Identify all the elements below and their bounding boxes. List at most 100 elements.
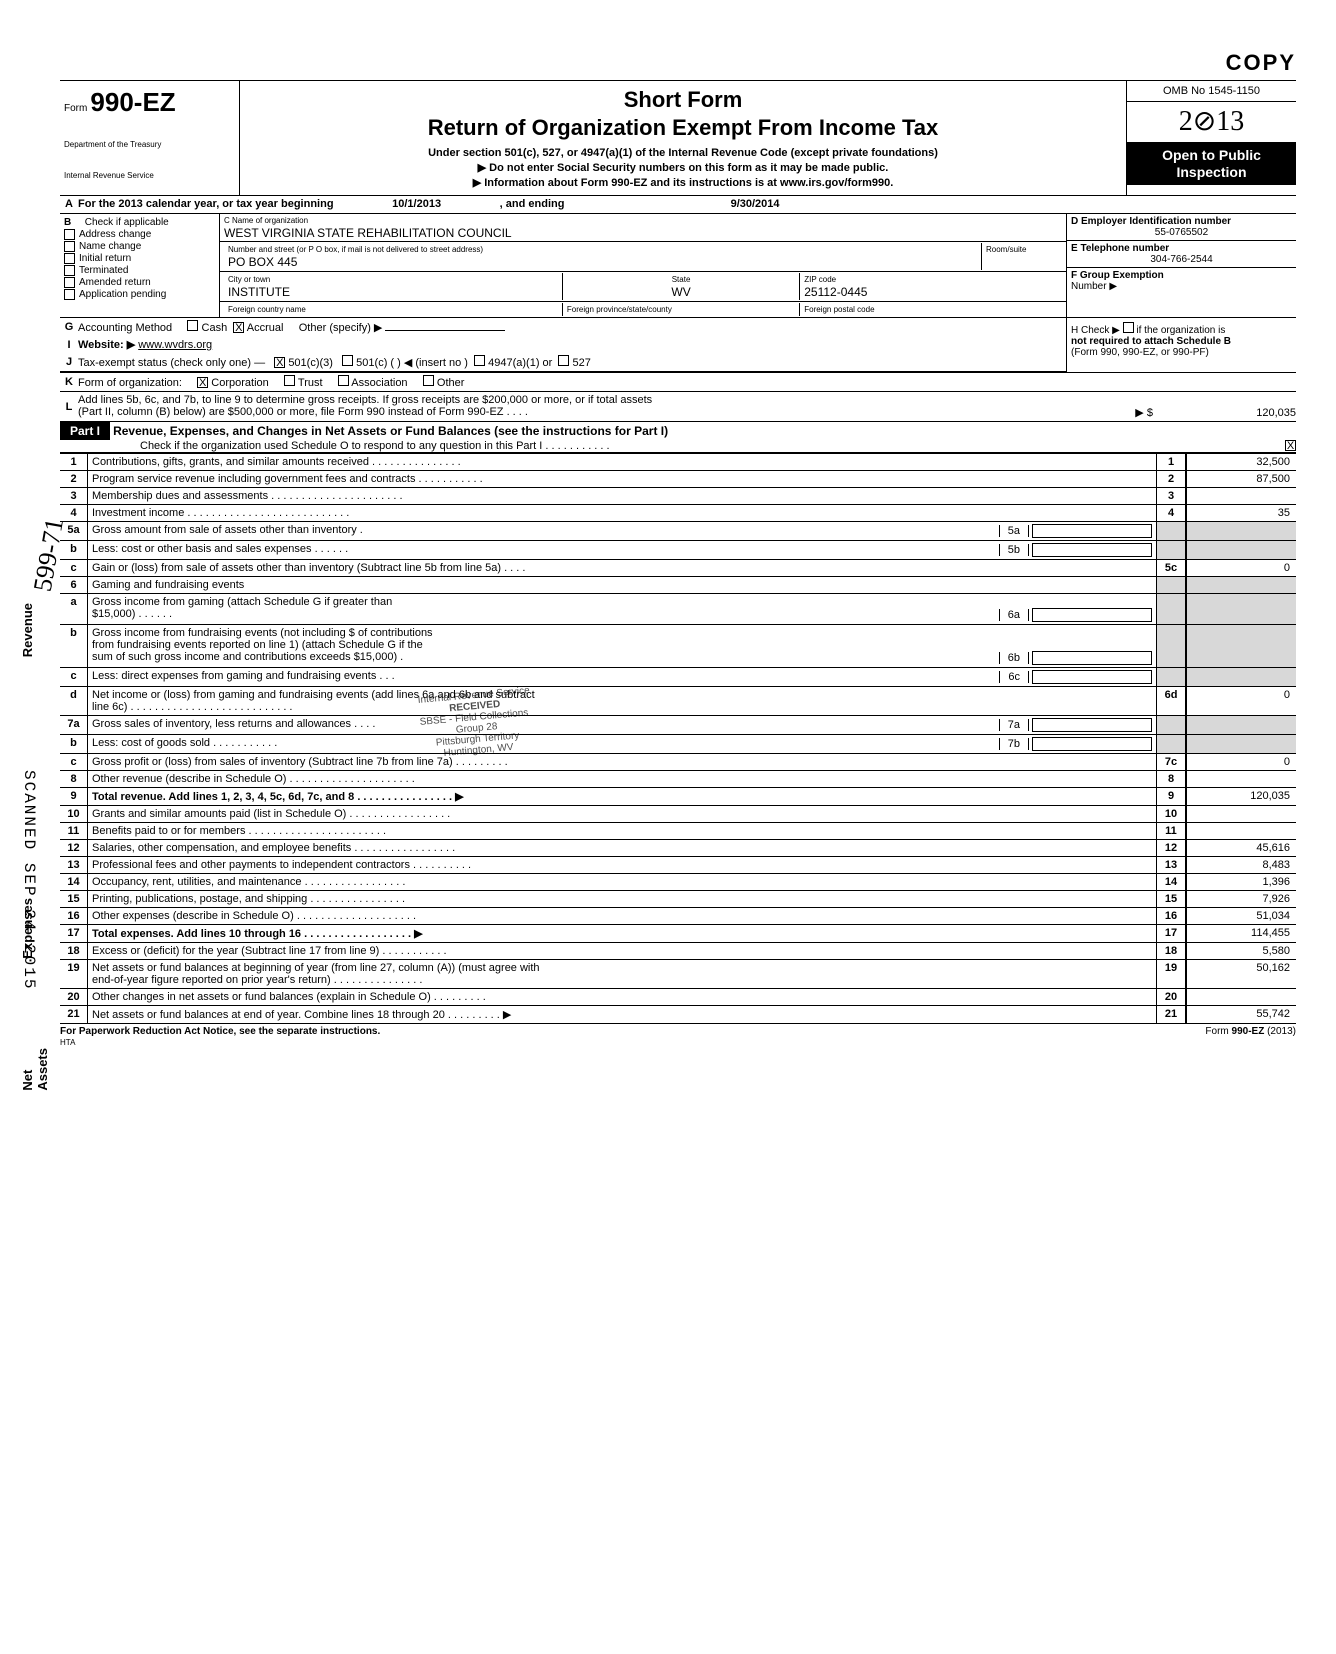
line-5c-amt: 0 (1186, 559, 1296, 576)
part-1-check-text: Check if the organization used Schedule … (60, 440, 610, 452)
line-6d-num: d (60, 686, 88, 715)
tax-exempt-label: Tax-exempt status (check only one) — (78, 357, 265, 369)
foreign-prov-label: Foreign province/state/county (567, 305, 672, 314)
form-of-org: Form of organization: (78, 377, 182, 389)
chk-amended[interactable] (64, 277, 75, 288)
line-1-box: 1 (1156, 453, 1186, 470)
chk-corporation[interactable]: X (197, 377, 208, 388)
l-text1: Add lines 5b, 6c, and 7b, to line 9 to d… (78, 394, 652, 406)
line-9-amt: 120,035 (1186, 787, 1296, 805)
line-16-desc: Other expenses (describe in Schedule O) … (88, 907, 1156, 924)
chk-address-change[interactable] (64, 229, 75, 240)
line-5a-box (1156, 521, 1186, 540)
chk-527[interactable] (558, 355, 569, 366)
line-13-box: 13 (1156, 856, 1186, 873)
line-3-desc: Membership dues and assessments . . . . … (88, 487, 1156, 504)
chk-trust[interactable] (284, 375, 295, 386)
line-8-desc: Other revenue (describe in Schedule O) .… (88, 770, 1156, 787)
chk-app-pending[interactable] (64, 289, 75, 300)
h-check: H Check ▶ (1071, 325, 1120, 336)
line-6c-val[interactable] (1032, 670, 1152, 684)
chk-other-org[interactable] (423, 375, 434, 386)
line-13-desc: Professional fees and other payments to … (88, 856, 1156, 873)
chk-501c3[interactable]: X (274, 357, 285, 368)
chk-initial-return[interactable] (64, 253, 75, 264)
label-l: L (60, 401, 78, 413)
chk-schedule-o[interactable]: X (1285, 440, 1296, 451)
e-label: E Telephone number (1071, 243, 1169, 254)
line-6c-box (1156, 667, 1186, 686)
line-6a-val[interactable] (1032, 608, 1152, 622)
line-6c-num: c (60, 667, 88, 686)
line-5a-ib: 5a (999, 525, 1029, 537)
line-5c-num: c (60, 559, 88, 576)
line-2-desc: Program service revenue including govern… (88, 470, 1156, 487)
line-6d-box: 6d (1156, 686, 1186, 715)
col-b: B Check if applicable Address change Nam… (60, 214, 220, 317)
chk-cash[interactable] (187, 320, 198, 331)
line-6b-amt (1186, 624, 1296, 667)
line-9-box: 9 (1156, 787, 1186, 805)
line-5b-ib: 5b (999, 544, 1029, 556)
line-14-box: 14 (1156, 873, 1186, 890)
state-value: WV (671, 285, 690, 299)
line-7a-box (1156, 715, 1186, 734)
line-6a-ib: 6a (999, 609, 1029, 621)
f-label: F Group Exemption (1071, 270, 1164, 281)
website-label: Website: ▶ (78, 339, 135, 351)
line-6a-desc: Gross income from gaming (attach Schedul… (88, 593, 1156, 624)
foreign-postal-label: Foreign postal code (804, 305, 874, 314)
room-label: Room/suite (986, 245, 1026, 254)
org-name: WEST VIRGINIA STATE REHABILITATION COUNC… (224, 226, 512, 240)
d-label: D Employer Identification number (1071, 216, 1231, 227)
chk-accrual[interactable]: X (233, 322, 244, 333)
line-7c-amt: 0 (1186, 753, 1296, 770)
l-arrow: ▶ $ (1135, 407, 1153, 419)
line-7b-val[interactable] (1032, 737, 1152, 751)
copy-label: COPY (60, 50, 1296, 76)
line-6b-num: b (60, 624, 88, 667)
side-revenue: Revenue (20, 603, 35, 657)
chk-4947[interactable] (474, 355, 485, 366)
line-17-box: 17 (1156, 924, 1186, 942)
lbl-trust: Trust (298, 377, 323, 389)
line-1-amt: 32,500 (1186, 453, 1296, 470)
chk-501c[interactable] (342, 355, 353, 366)
line-6b-val[interactable] (1032, 651, 1152, 665)
zip-label: ZIP code (804, 275, 836, 284)
line-19-amt: 50,162 (1186, 959, 1296, 988)
c-label: C Name of organization (224, 216, 308, 225)
line-15-num: 15 (60, 890, 88, 907)
line-14-num: 14 (60, 873, 88, 890)
line-6d-desc: Net income or (loss) from gaming and fun… (88, 686, 1156, 715)
line-10-amt (1186, 805, 1296, 822)
line-18-amt: 5,580 (1186, 942, 1296, 959)
form-id-block: Form 990-EZ Department of the Treasury I… (60, 81, 240, 195)
tax-year: 2⊘13 (1127, 102, 1296, 143)
lbl-501c: 501(c) ( (356, 357, 394, 369)
f-number-label: Number ▶ (1071, 281, 1117, 292)
line-18-num: 18 (60, 942, 88, 959)
line-5b-val[interactable] (1032, 543, 1152, 557)
chk-name-change[interactable] (64, 241, 75, 252)
line-12-num: 12 (60, 839, 88, 856)
lbl-terminated: Terminated (79, 265, 128, 276)
line-7b-num: b (60, 734, 88, 753)
line-4-box: 4 (1156, 504, 1186, 521)
chk-terminated[interactable] (64, 265, 75, 276)
line-7a-num: 7a (60, 715, 88, 734)
line-a-text1: For the 2013 calendar year, or tax year … (78, 198, 334, 210)
ein-value: 55-0765502 (1071, 227, 1292, 238)
line-19-box: 19 (1156, 959, 1186, 988)
right-header: OMB No 1545-1150 2⊘13 Open to Public Ins… (1126, 81, 1296, 195)
line-5a-val[interactable] (1032, 524, 1152, 538)
short-form-title: Short Form (246, 87, 1120, 113)
chk-schedule-b[interactable] (1123, 322, 1134, 333)
chk-association[interactable] (338, 375, 349, 386)
line-7a-val[interactable] (1032, 718, 1152, 732)
label-a: A (60, 198, 78, 211)
line-1-num: 1 (60, 453, 88, 470)
line-6d-amt: 0 (1186, 686, 1296, 715)
line-6c-ib: 6c (999, 671, 1029, 683)
line-6-box (1156, 576, 1186, 593)
